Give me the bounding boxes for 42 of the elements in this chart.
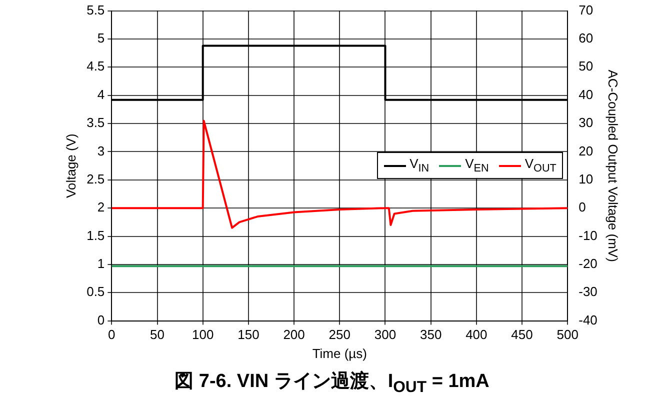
y-tick-label: 1.5 [86,228,105,243]
y-tick-label: 5 [97,30,105,46]
y-tick-label: 1 [97,256,105,272]
x-tick-label: 450 [511,327,533,342]
x-tick-label: 200 [283,327,305,342]
legend-label: V$_{OUT}$ [524,156,556,175]
x-tick-label: 0 [108,327,116,342]
y2-tick-label: 0 [578,200,586,215]
y2-tick-label: -40 [578,312,598,328]
y-tick-label: 4.5 [86,58,105,74]
text: 図 7-6. VIN ライン過渡、I$_{OUT}$ = 1mA [174,370,490,397]
legend-label: V$_{IN}$ [410,156,430,175]
y2-tick-label: -10 [578,228,598,243]
y2-tick-label: 10 [578,171,594,186]
y-tick-label: 2 [97,200,105,215]
x-tick-label: 250 [328,327,350,342]
x-axis-title: Time (µs) [312,346,367,361]
x-tick-label: 150 [238,327,260,342]
y2-tick-label: 50 [578,58,594,74]
y2-tick-label: -20 [578,256,598,272]
x-tick-label: 50 [150,327,164,342]
legend-label: V$_{EN}$ [465,156,489,175]
x-tick-label: 100 [192,327,214,342]
y2-axis-title: AC-Coupled Output Voltage (mV) [606,70,621,262]
y2-tick-label: 60 [578,30,594,46]
y2-tick-label: -30 [578,284,598,300]
x-tick-label: 400 [466,327,488,342]
x-tick-label: 350 [420,327,442,342]
y-tick-label: 4 [97,86,105,102]
y-tick-label: 3.5 [86,115,105,130]
y-tick-label: 2.5 [86,171,105,186]
y2-tick-label: 40 [578,86,594,102]
x-tick-label: 500 [556,327,578,342]
y-axis-title: Voltage (V) [63,134,78,198]
y2-tick-label: 30 [578,115,594,130]
y-tick-label: 0.5 [86,284,105,300]
y2-tick-label: 70 [578,2,594,18]
x-tick-label: 300 [374,327,396,342]
y-tick-label: 0 [97,312,105,328]
y-tick-label: 3 [97,143,105,158]
y-tick-label: 5.5 [86,2,105,18]
y2-tick-label: 20 [578,143,594,158]
